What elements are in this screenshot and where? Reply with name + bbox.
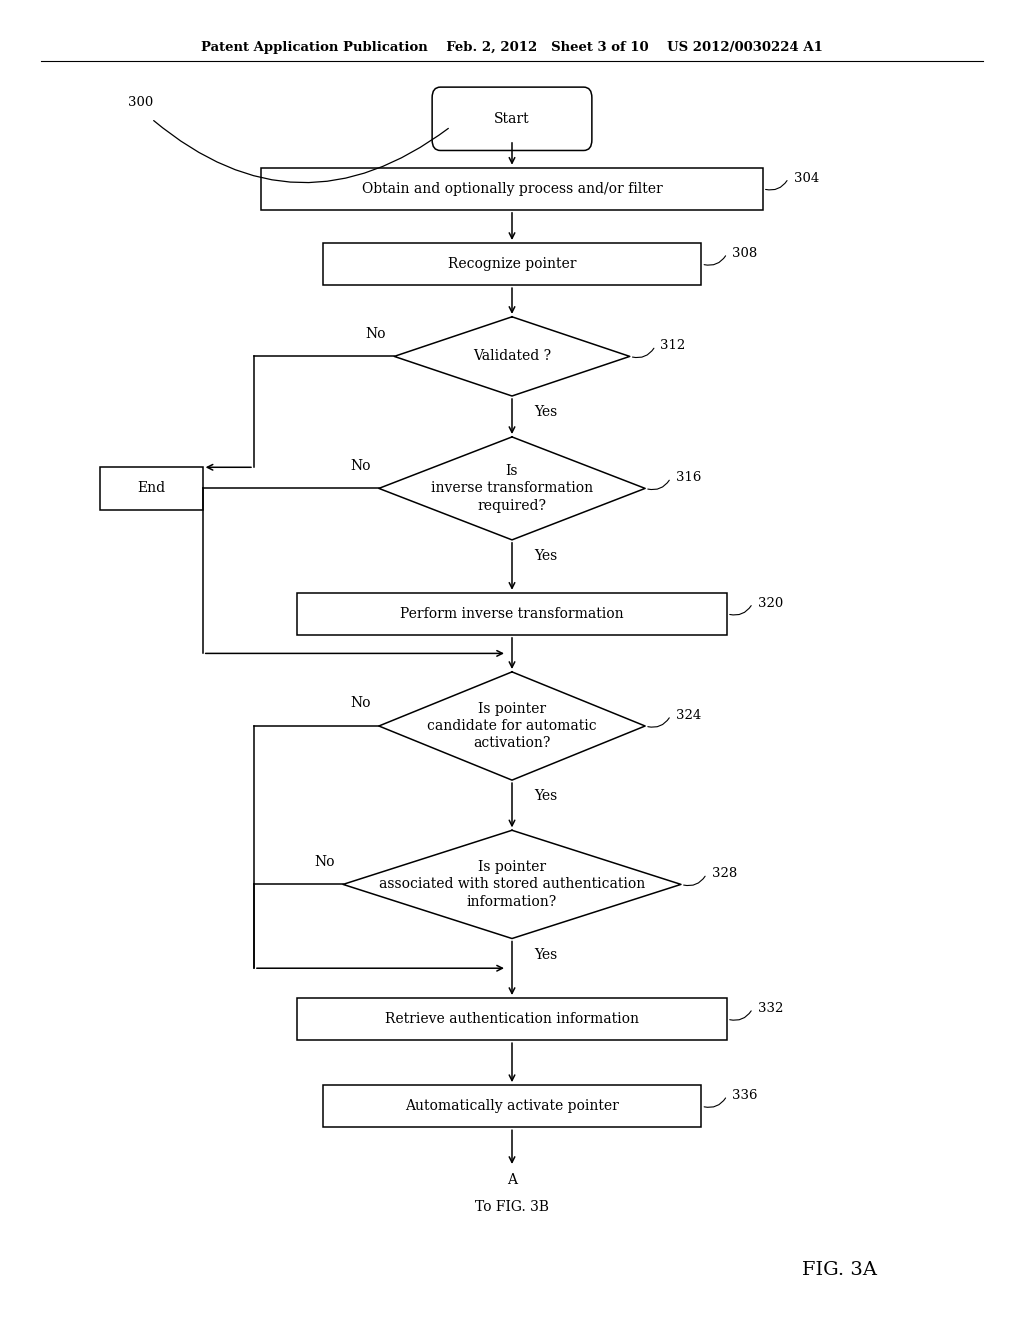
Text: Is pointer
associated with stored authentication
information?: Is pointer associated with stored authen… — [379, 861, 645, 908]
Text: 300: 300 — [128, 96, 154, 110]
Text: End: End — [137, 482, 166, 495]
Text: Yes: Yes — [535, 948, 558, 962]
FancyBboxPatch shape — [297, 998, 727, 1040]
Text: Yes: Yes — [535, 405, 558, 420]
Text: 304: 304 — [794, 172, 819, 185]
Text: 308: 308 — [732, 247, 758, 260]
Text: Yes: Yes — [535, 789, 558, 804]
Polygon shape — [379, 437, 645, 540]
FancyBboxPatch shape — [261, 168, 763, 210]
Polygon shape — [379, 672, 645, 780]
Text: No: No — [350, 696, 371, 710]
Text: 316: 316 — [676, 471, 701, 484]
Polygon shape — [394, 317, 630, 396]
Text: To FIG. 3B: To FIG. 3B — [475, 1200, 549, 1214]
Text: Yes: Yes — [535, 549, 558, 564]
Text: Start: Start — [495, 112, 529, 125]
Text: A: A — [507, 1173, 517, 1188]
Text: Is pointer
candidate for automatic
activation?: Is pointer candidate for automatic activ… — [427, 702, 597, 750]
Polygon shape — [343, 830, 681, 939]
FancyBboxPatch shape — [323, 1085, 701, 1127]
Text: No: No — [350, 458, 371, 473]
Text: No: No — [366, 326, 386, 341]
Text: 312: 312 — [660, 339, 686, 352]
Text: 320: 320 — [758, 597, 783, 610]
Text: Perform inverse transformation: Perform inverse transformation — [400, 607, 624, 620]
Text: Automatically activate pointer: Automatically activate pointer — [406, 1100, 618, 1113]
Text: 332: 332 — [758, 1002, 783, 1015]
Text: Is
inverse transformation
required?: Is inverse transformation required? — [431, 465, 593, 512]
Text: Validated ?: Validated ? — [473, 350, 551, 363]
Text: Obtain and optionally process and/or filter: Obtain and optionally process and/or fil… — [361, 182, 663, 195]
Text: FIG. 3A: FIG. 3A — [802, 1261, 878, 1279]
FancyBboxPatch shape — [297, 593, 727, 635]
Text: No: No — [314, 854, 335, 869]
FancyBboxPatch shape — [432, 87, 592, 150]
Text: 336: 336 — [732, 1089, 758, 1102]
Text: Recognize pointer: Recognize pointer — [447, 257, 577, 271]
Text: 328: 328 — [712, 867, 737, 880]
Text: Retrieve authentication information: Retrieve authentication information — [385, 1012, 639, 1026]
Text: 324: 324 — [676, 709, 701, 722]
FancyBboxPatch shape — [323, 243, 701, 285]
FancyBboxPatch shape — [100, 467, 203, 510]
Text: Patent Application Publication    Feb. 2, 2012   Sheet 3 of 10    US 2012/003022: Patent Application Publication Feb. 2, 2… — [201, 41, 823, 54]
